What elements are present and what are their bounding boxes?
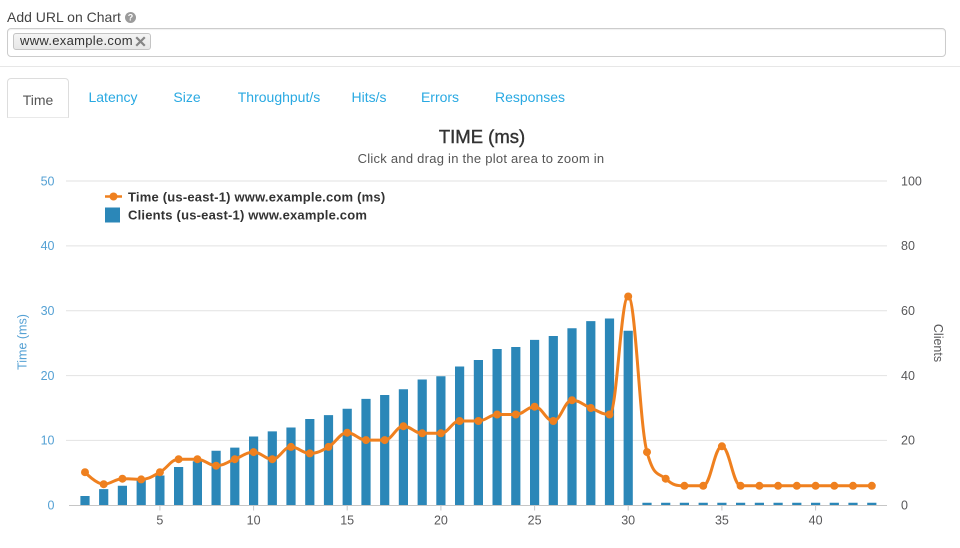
svg-text:?: ? <box>128 13 134 23</box>
svg-text:30: 30 <box>621 514 635 528</box>
svg-text:100: 100 <box>901 174 922 188</box>
svg-text:TIME (ms): TIME (ms) <box>439 126 525 147</box>
svg-text:35: 35 <box>715 514 729 528</box>
svg-text:40: 40 <box>41 239 55 253</box>
svg-text:40: 40 <box>809 514 823 528</box>
svg-text:60: 60 <box>901 304 915 318</box>
svg-text:Clients: Clients <box>931 324 945 362</box>
svg-text:80: 80 <box>901 239 915 253</box>
svg-text:20: 20 <box>41 369 55 383</box>
svg-text:40: 40 <box>901 369 915 383</box>
svg-text:50: 50 <box>41 174 55 188</box>
svg-text:20: 20 <box>434 514 448 528</box>
svg-text:Time (us-east-1) www.example.c: Time (us-east-1) www.example.com (ms) <box>128 190 385 205</box>
svg-text:Clients (us-east-1) www.exampl: Clients (us-east-1) www.example.com <box>128 208 367 223</box>
svg-text:10: 10 <box>247 514 261 528</box>
svg-text:25: 25 <box>528 514 542 528</box>
svg-text:20: 20 <box>901 434 915 448</box>
svg-text:0: 0 <box>901 499 908 513</box>
svg-text:10: 10 <box>41 434 55 448</box>
svg-text:15: 15 <box>340 514 354 528</box>
svg-text:Click and drag in the plot are: Click and drag in the plot area to zoom … <box>358 151 605 166</box>
svg-text:0: 0 <box>48 499 55 513</box>
svg-text:30: 30 <box>41 304 55 318</box>
svg-text:5: 5 <box>156 514 163 528</box>
svg-text:Time (ms): Time (ms) <box>16 314 30 370</box>
